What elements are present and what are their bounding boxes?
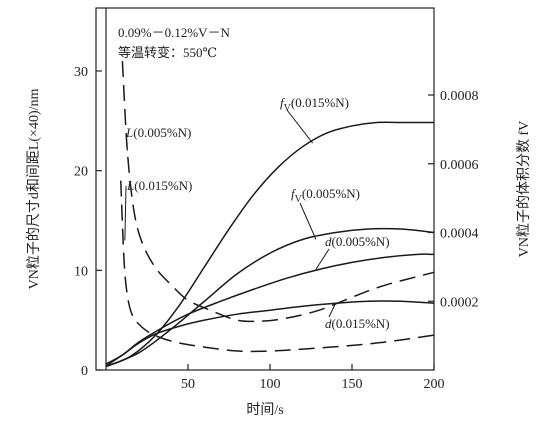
y-tick-label-right: 0.0004	[440, 227, 479, 242]
series-annotation: L(0.015%N)	[126, 178, 192, 193]
axis-ticks: 50 100 150 200 0 10 20 30 0.0002 0.0004 0.0006 0.00…	[74, 65, 479, 392]
annotation-leader	[286, 109, 314, 144]
x-tick-label: 150	[342, 377, 363, 392]
x-tick-label: 200	[424, 377, 445, 392]
y-axis-title-left: VN粒子的尺寸d和间距L(×40)/nm	[26, 89, 42, 290]
series-line-fv-0-005-n	[105, 227, 435, 368]
x-tick-label: 100	[260, 377, 281, 392]
series-line-l-0-005-n	[121, 60, 435, 323]
x-axis-title: 时间/s	[246, 402, 283, 418]
series-annotation: d(0.015%N)	[325, 316, 390, 331]
y-tick-label-left: 30	[74, 65, 88, 80]
y-tick-label-right: 0.0008	[440, 89, 479, 104]
x-tick-label: 50	[181, 377, 195, 392]
series-line-l-0-015-n	[120, 180, 435, 353]
series-annotation: d(0.005%N)	[325, 234, 390, 249]
annotation-leader	[125, 133, 128, 151]
annotation-leader	[315, 248, 330, 270]
plot-frame	[95, 7, 435, 371]
series-annotation: fV(0.005%N)	[291, 186, 360, 205]
y-tick-label-left: 20	[74, 165, 88, 180]
y-tick-label-right: 0.0006	[440, 158, 479, 173]
series-annotation: L(0.005%N)	[125, 125, 191, 140]
series-annotation: fV(0.015%N)	[280, 95, 349, 114]
y-tick-label-left: 10	[74, 264, 88, 279]
series-line-d-0-015-n	[105, 300, 435, 367]
chart-title-line-2: 等温转变：550℃	[118, 45, 217, 60]
y-axis-title-right: VN粒子的体积分数 fV	[516, 121, 532, 258]
annotation-leader	[299, 202, 317, 240]
series-layer	[105, 60, 435, 368]
annotation-layer: L(0.005%N) L(0.015%N) fV(0.015%N) fV(0.005%…	[124, 95, 390, 331]
chart-title-line-1: 0.09%－0.12%V－N	[118, 25, 231, 40]
y-tick-label-right: 0.0002	[440, 295, 479, 310]
annotation-leader	[328, 303, 337, 318]
series-line-d-0-005-n	[105, 253, 435, 365]
annotation-leader	[124, 185, 127, 241]
y-tick-label-left: 0	[81, 364, 88, 379]
